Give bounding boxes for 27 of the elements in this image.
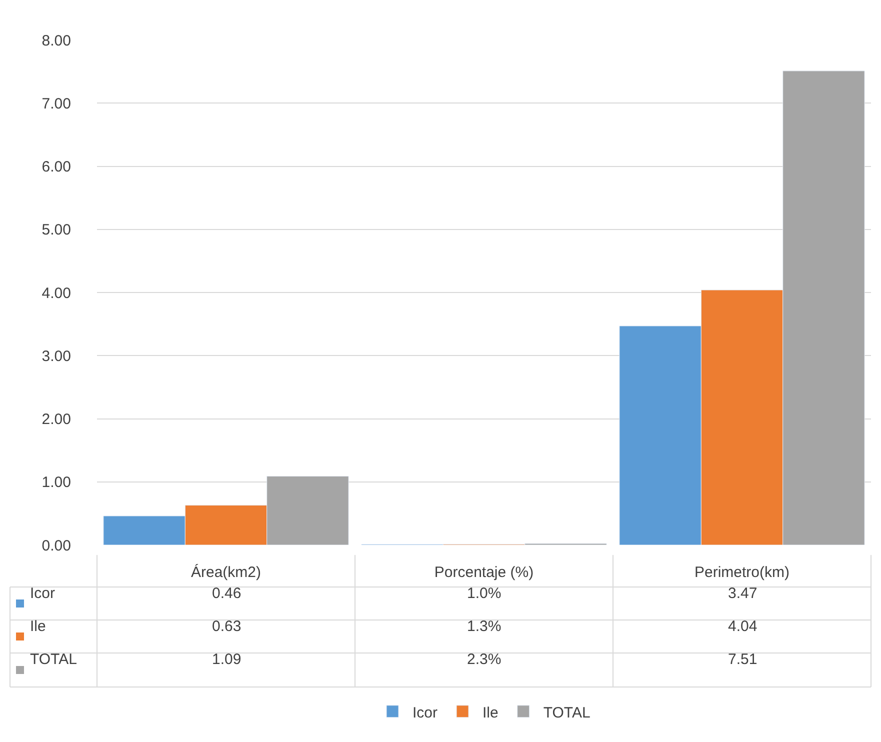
y-tick-label: 3.00 [42, 348, 71, 365]
data-label: 7.51 [728, 651, 758, 668]
data-label: 0.46 [212, 585, 242, 602]
data-label: 0.63 [212, 618, 242, 635]
legend-label: Ile [30, 618, 46, 635]
data-label: 1.3% [467, 618, 502, 635]
y-tick-label: 4.00 [42, 284, 71, 302]
data-label: 2.3% [467, 651, 502, 668]
legend-label: TOTAL [543, 704, 590, 722]
text: TOTAL [30, 651, 77, 668]
data-label: 1.09 [212, 651, 242, 668]
y-tick-label: 0.00 [42, 537, 71, 554]
text: Icor [412, 704, 438, 722]
data-label: 4.04 [728, 618, 758, 635]
y-tick-label: 2.00 [42, 411, 71, 428]
y-tick-label: 7.00 [42, 95, 71, 112]
y-tick-label: 5.00 [42, 222, 71, 239]
data-label: 1.0% [467, 585, 502, 602]
x-tick-label: Perimetro(km) [694, 564, 790, 581]
data-label: 3.47 [728, 585, 758, 602]
y-tick-label: 6.00 [42, 158, 71, 176]
y-tick-label: 1.00 [42, 474, 71, 492]
y-tick-label: 8.00 [42, 32, 71, 50]
legend-label: Icor [30, 585, 56, 602]
x-tick-label: Porcentaje (%) [434, 564, 534, 581]
text: Ile [482, 704, 498, 722]
x-tick-label: Área(km2) [190, 563, 262, 581]
